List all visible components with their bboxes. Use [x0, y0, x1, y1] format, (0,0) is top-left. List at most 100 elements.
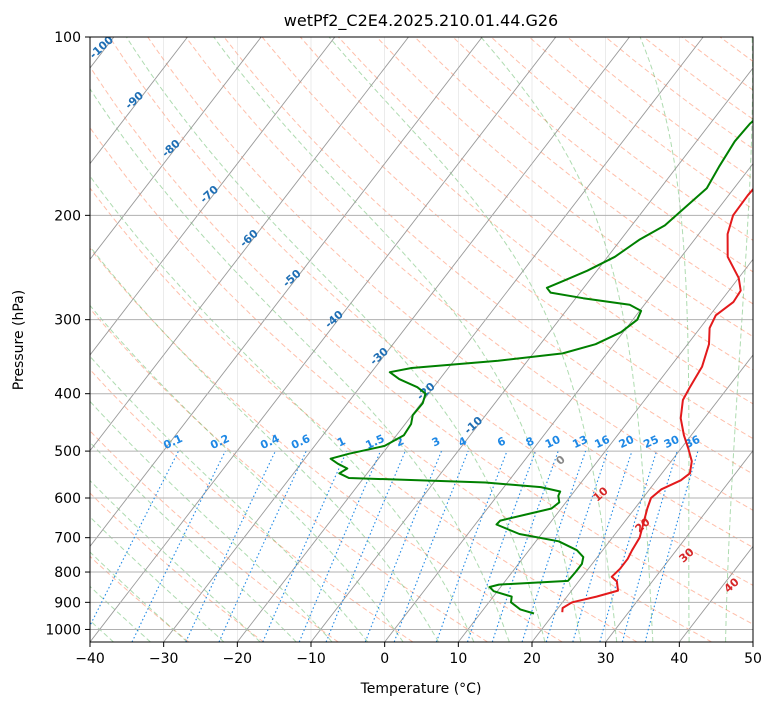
x-tick-label: −20 [223, 651, 253, 667]
mixing-ratio-line [90, 450, 179, 627]
dry-adiabat-line [452, 37, 753, 273]
mixing-ratio-label: 1 [335, 434, 347, 449]
mixing-ratio-line [644, 450, 699, 642]
x-axis-label: Temperature (°C) [360, 681, 482, 697]
moist-adiabat-line [125, 37, 546, 642]
isotherm-label: -60 [237, 227, 261, 250]
isotherm-label: -30 [368, 345, 392, 368]
mixing-ratio-label: 10 [543, 433, 563, 451]
dry-adiabat-line [528, 37, 753, 210]
dry-adiabat-line [567, 37, 753, 180]
isotherm-label: -80 [159, 137, 183, 160]
x-tick-label: 20 [523, 651, 541, 667]
mixing-ratio-label: 6 [495, 434, 508, 449]
mixing-ratio-line [435, 450, 508, 642]
background-lines [90, 37, 753, 642]
mixing-ratio-label: 25 [641, 433, 660, 451]
mixing-ratio-label: 3 [430, 434, 442, 449]
isotherm-line [90, 37, 483, 548]
isotherm-label: -20 [414, 380, 438, 403]
isotherm-label: -70 [198, 183, 222, 206]
mixing-ratio-label: 20 [617, 433, 637, 451]
dry-adiabat-line [299, 37, 753, 405]
moist-adiabat-line [90, 479, 261, 642]
isotherm-line [605, 449, 753, 642]
y-tick-label: 300 [54, 313, 81, 329]
temperature-profile-line [561, 187, 753, 613]
x-tick-label: −40 [75, 651, 105, 667]
isotherm-line [90, 37, 409, 452]
isotherm-label: 10 [591, 484, 611, 504]
moist-adiabat-line [90, 355, 369, 642]
dry-adiabat-line [376, 37, 753, 338]
y-tick-label: 600 [54, 491, 81, 507]
isotherm-label: -50 [280, 267, 304, 290]
x-tick-label: −10 [296, 651, 326, 667]
moist-adiabat-line [90, 551, 188, 642]
moist-adiabat-line [90, 87, 510, 642]
x-axis-ticks: −40 −30 −20 −10 0 10 20 30 40 50 [75, 642, 762, 667]
isotherm-line [457, 258, 753, 642]
y-axis-ticks: 100 200 300 400 500 600 700 800 900 1000 [45, 30, 90, 638]
dry-adiabat-line [414, 37, 753, 305]
isotherm-label: 40 [722, 575, 742, 595]
moist-adiabat-line [90, 304, 404, 642]
dry-adiabat-line [261, 37, 753, 440]
isotherm-line [163, 37, 630, 642]
x-tick-label: 30 [597, 651, 615, 667]
mixing-ratio-line [393, 450, 469, 642]
isotherm-line [236, 37, 704, 642]
mixing-ratio-labels: 0.1 0.2 0.4 0.6 1 1.5 2 3 4 6 8 10 13 16 20 25 30 36 [161, 432, 702, 452]
isotherm-line [90, 37, 188, 165]
x-tick-label: 10 [449, 651, 467, 667]
isotherm-line [310, 67, 753, 642]
mixing-ratio-label: 13 [570, 433, 589, 451]
moist-adiabat-line [480, 37, 654, 642]
isotherm-label: -90 [123, 89, 147, 112]
chart-title: wetPf2_C2E4.2025.210.01.44.G26 [284, 11, 558, 31]
mixing-ratio-line [364, 450, 443, 642]
isotherm-label: -40 [322, 308, 346, 331]
isotherm-line [678, 545, 753, 642]
mixing-ratio-line [545, 450, 609, 642]
moist-adiabat-line [213, 37, 582, 642]
mixing-ratio-line [298, 450, 382, 642]
dry-adiabat-line [90, 307, 488, 642]
moist-adiabat-line [328, 37, 618, 642]
y-tick-label: 200 [54, 208, 81, 224]
mixing-ratio-line [491, 450, 559, 642]
mixing-ratio-line [521, 450, 587, 642]
y-tick-label: 900 [54, 595, 81, 611]
y-axis-label: Pressure (hPa) [11, 290, 27, 390]
x-tick-label: 40 [670, 651, 688, 667]
moist-adiabats [90, 37, 753, 642]
moist-adiabat-line [90, 245, 439, 642]
isotherm-line [531, 354, 753, 642]
y-tick-label: 1000 [45, 622, 81, 638]
dry-adiabat-line [90, 126, 712, 642]
mixing-ratio-line [466, 450, 537, 642]
sounding-profiles [329, 119, 753, 615]
y-tick-label: 400 [54, 387, 81, 403]
mixing-ratio-line [131, 450, 226, 642]
dry-adiabat-line [185, 37, 753, 511]
dewpoint-profile-line [329, 119, 753, 615]
dry-adiabat-line [90, 187, 638, 642]
y-tick-label: 700 [54, 531, 81, 547]
isotherm-line [90, 37, 262, 261]
isotherm-label: 0 [553, 453, 568, 468]
moist-adiabat-line [90, 400, 333, 642]
pressure-gridlines [90, 37, 753, 642]
y-tick-label: 800 [54, 565, 81, 581]
mixing-ratio-line [599, 450, 658, 642]
y-tick-label: 500 [54, 444, 81, 460]
moist-adiabat-line [90, 441, 297, 642]
isotherm-label: -10 [462, 414, 486, 437]
moist-adiabat-line [725, 37, 753, 642]
skewed-isotherms [90, 37, 753, 642]
mixing-ratio-label: 16 [593, 433, 613, 451]
plot-frame [89, 36, 754, 643]
dry-adiabat-line [90, 65, 753, 625]
